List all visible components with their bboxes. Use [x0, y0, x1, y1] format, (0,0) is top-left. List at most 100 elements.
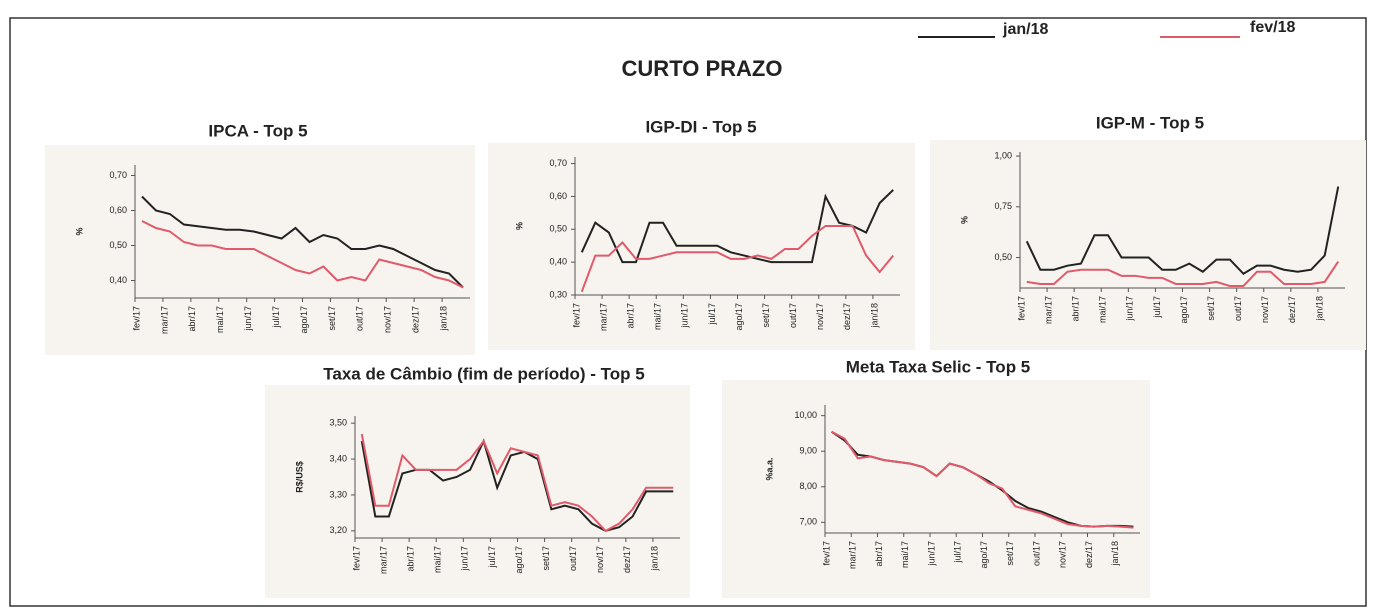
x-tick-label: ago/17	[299, 306, 309, 334]
x-tick-label: dez/17	[842, 303, 852, 330]
x-tick-label: fev/17	[1016, 296, 1026, 321]
x-tick-label: mai/17	[433, 546, 443, 573]
x-tick-label: out/17	[1031, 541, 1041, 566]
x-tick-label: out/17	[1233, 296, 1243, 321]
chart-title: IGP-DI - Top 5	[645, 117, 756, 136]
x-tick-label: mar/17	[598, 303, 608, 331]
x-tick-label: jan/18	[869, 303, 879, 329]
x-tick-label: abr/17	[874, 541, 884, 567]
y-axis-label: %	[514, 222, 524, 230]
x-tick-label: nov/17	[1058, 541, 1068, 568]
y-tick-label: 0,40	[549, 257, 567, 267]
y-tick-label: 0,40	[109, 275, 127, 285]
x-tick-label: nov/17	[1260, 296, 1270, 323]
x-tick-label: jun/17	[460, 546, 470, 572]
y-tick-label: 0,50	[109, 240, 127, 250]
x-tick-label: abr/17	[1071, 296, 1081, 322]
x-tick-label: jul/17	[707, 303, 717, 326]
legend-label: jan/18	[1002, 21, 1048, 38]
x-tick-label: jul/17	[487, 546, 497, 569]
x-tick-label: fev/17	[131, 306, 141, 331]
x-tick-label: nov/17	[595, 546, 605, 573]
x-tick-label: jan/18	[1314, 296, 1324, 322]
chart-title: IPCA - Top 5	[208, 121, 307, 140]
x-tick-label: fev/17	[571, 303, 581, 328]
x-tick-label: mai/17	[1098, 296, 1108, 323]
panel	[45, 145, 475, 355]
y-axis-label: %	[74, 227, 84, 235]
x-tick-label: nov/17	[383, 306, 393, 333]
x-tick-label: mar/17	[159, 306, 169, 334]
x-tick-label: fev/17	[351, 546, 361, 571]
y-tick-label: 0,30	[549, 289, 567, 299]
series-line	[1026, 261, 1340, 287]
x-tick-label: jun/17	[243, 306, 253, 332]
chart-title: Meta Taxa Selic - Top 5	[846, 357, 1031, 376]
series-line	[580, 189, 894, 264]
x-tick-label: ago/17	[734, 303, 744, 331]
x-tick-label: jun/17	[926, 541, 936, 567]
x-tick-label: mar/17	[1043, 296, 1053, 324]
y-tick-label: 0,75	[994, 201, 1012, 211]
chart-title: IGP-M - Top 5	[1096, 113, 1204, 132]
x-tick-label: mai/17	[900, 541, 910, 568]
y-tick-label: 10,00	[794, 410, 817, 420]
series-line	[360, 438, 674, 532]
y-tick-label: 0,50	[994, 252, 1012, 262]
y-tick-label: 9,00	[799, 446, 817, 456]
x-tick-label: ago/17	[979, 541, 989, 569]
series-line	[360, 433, 674, 533]
series-line	[141, 220, 464, 289]
y-tick-label: 0,50	[549, 224, 567, 234]
panel	[722, 380, 1150, 598]
x-tick-label: out/17	[355, 306, 365, 331]
y-tick-label: 0,60	[109, 205, 127, 215]
y-tick-label: 3,30	[329, 489, 347, 499]
panel	[265, 385, 690, 598]
y-tick-label: 3,40	[329, 453, 347, 463]
x-tick-label: jan/18	[649, 546, 659, 572]
main-title: CURTO PRAZO	[622, 56, 783, 81]
x-tick-label: abr/17	[406, 546, 416, 572]
series-line	[141, 195, 464, 289]
x-tick-label: mar/17	[378, 546, 388, 574]
x-tick-label: jul/17	[1152, 296, 1162, 319]
chart-title: Taxa de Câmbio (fim de período) - Top 5	[323, 364, 644, 383]
series-line	[580, 225, 895, 293]
panel	[930, 140, 1366, 350]
y-tick-label: 1,00	[994, 150, 1012, 160]
x-tick-label: out/17	[788, 303, 798, 328]
x-tick-label: mai/17	[215, 306, 225, 333]
x-tick-label: mai/17	[653, 303, 663, 330]
y-tick-label: 0,70	[549, 158, 567, 168]
y-tick-label: 8,00	[799, 481, 817, 491]
x-tick-label: nov/17	[815, 303, 825, 330]
x-tick-label: dez/17	[1287, 296, 1297, 323]
y-axis-label: %a.a.	[764, 457, 774, 480]
x-tick-label: set/17	[541, 546, 551, 571]
x-tick-label: abr/17	[626, 303, 636, 329]
y-tick-label: 0,60	[549, 191, 567, 201]
y-tick-label: 7,00	[799, 517, 817, 527]
x-tick-label: set/17	[327, 306, 337, 331]
x-tick-label: ago/17	[1179, 296, 1189, 324]
x-tick-label: jun/17	[1125, 296, 1135, 322]
x-tick-label: fev/17	[821, 541, 831, 566]
x-tick-label: set/17	[761, 303, 771, 328]
x-tick-label: mar/17	[848, 541, 858, 569]
x-tick-label: dez/17	[411, 306, 421, 333]
y-tick-label: 0,70	[109, 170, 127, 180]
x-tick-label: jan/18	[1110, 541, 1120, 567]
x-tick-label: set/17	[1206, 296, 1216, 321]
x-tick-label: dez/17	[622, 546, 632, 573]
y-axis-label: %	[959, 216, 969, 224]
x-tick-label: abr/17	[187, 306, 197, 332]
x-tick-label: ago/17	[514, 546, 524, 574]
series-line	[831, 430, 1134, 529]
legend-label: fev/18	[1250, 19, 1295, 36]
y-tick-label: 3,50	[329, 418, 347, 428]
x-tick-label: out/17	[568, 546, 578, 571]
x-tick-label: jul/17	[953, 541, 963, 564]
x-tick-label: set/17	[1005, 541, 1015, 566]
y-tick-label: 3,20	[329, 525, 347, 535]
